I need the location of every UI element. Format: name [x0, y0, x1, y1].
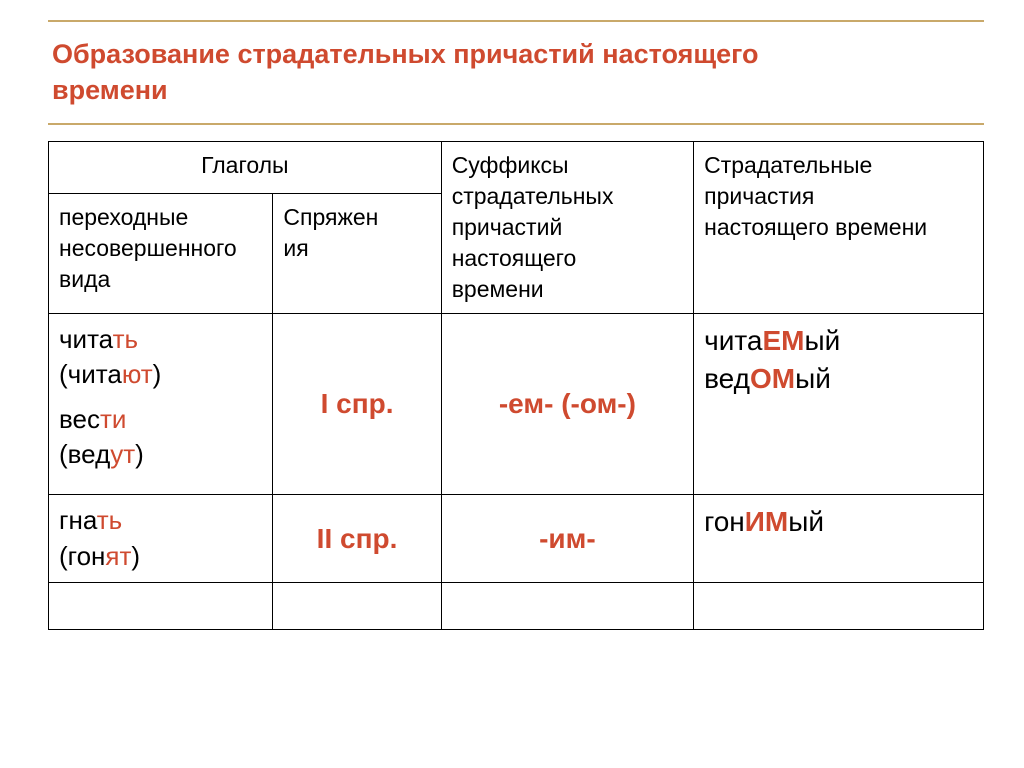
cell-verbs-1: читать (читают) вести (ведут) — [49, 314, 273, 495]
verb-form-pre: (гон — [59, 541, 105, 571]
header-suffix-l4: настоящего — [452, 245, 577, 271]
table-header-row-1: Глаголы Суффиксы страдательных причастий… — [49, 141, 984, 193]
example-pre: гон — [704, 506, 745, 537]
suffix-label: -им- — [539, 523, 596, 554]
table-row: гнать (гонят) II спр. -им- гонИМый — [49, 495, 984, 582]
title-line-1: Образование страдательных причастий наст… — [52, 39, 759, 69]
cell-conjugation-1: I спр. — [273, 314, 441, 495]
verb-form-post: ) — [135, 439, 144, 469]
header-verbs-sub1-l3: вида — [59, 266, 110, 292]
verb-form-post: ) — [131, 541, 140, 571]
empty-cell — [694, 582, 984, 629]
header-verbs-sub1-l2: несовершенного — [59, 235, 237, 261]
example-hl: ЕМ — [762, 325, 804, 356]
example-hl: ОМ — [750, 363, 795, 394]
verb-stem: чита — [59, 324, 113, 354]
title-line-2: времени — [52, 75, 168, 105]
verb-form-hl: ут — [110, 439, 135, 469]
header-verbs-sub1: переходные несовершенного вида — [49, 194, 273, 314]
cell-suffix-2: -им- — [441, 495, 693, 582]
verb-form-hl: ят — [105, 541, 131, 571]
verb-suffix-hl: ть — [113, 324, 138, 354]
page: Образование страдательных причастий наст… — [0, 0, 1024, 630]
example-post: ый — [804, 325, 840, 356]
example-pre: чита — [704, 325, 762, 356]
header-result-l2: причастия — [704, 183, 814, 209]
example-hl: ИМ — [745, 506, 788, 537]
suffix-label: -ем- (-ом-) — [499, 388, 636, 419]
header-result: Страдательные причастия настоящего време… — [694, 141, 984, 313]
header-verbs-sub2-l1: Спряжен — [283, 204, 378, 230]
header-suffix-l2: страдательных — [452, 183, 614, 209]
verb-suffix-hl: ти — [100, 404, 126, 434]
example-post: ый — [795, 363, 831, 394]
verb-form-hl: ют — [122, 359, 153, 389]
header-suffixes: Суффиксы страдательных причастий настоящ… — [441, 141, 693, 313]
header-suffix-l3: причастий — [452, 214, 563, 240]
header-verbs-sub2-l2: ия — [283, 235, 308, 261]
conjugation-label: I спр. — [321, 388, 394, 419]
cell-conjugation-2: II спр. — [273, 495, 441, 582]
table-row: читать (читают) вести (ведут) I спр. -ем… — [49, 314, 984, 495]
header-suffix-l1: Суффиксы — [452, 152, 569, 178]
verb-stem: гна — [59, 505, 97, 535]
verb-stem: вес — [59, 404, 100, 434]
cell-verbs-2: гнать (гонят) — [49, 495, 273, 582]
spacer — [59, 472, 262, 486]
verb-form-pre: (вед — [59, 439, 110, 469]
table-row-empty — [49, 582, 984, 629]
empty-cell — [273, 582, 441, 629]
header-verbs-sub2: Спряжен ия — [273, 194, 441, 314]
empty-cell — [49, 582, 273, 629]
conjugation-label: II спр. — [317, 523, 398, 554]
cell-suffix-1: -ем- (-ом-) — [441, 314, 693, 495]
empty-cell — [441, 582, 693, 629]
page-title: Образование страдательных причастий наст… — [52, 36, 980, 109]
cell-examples-1: читаЕМый ведОМый — [694, 314, 984, 495]
verb-suffix-hl: ть — [97, 505, 122, 535]
example-post: ый — [788, 506, 824, 537]
title-rule-box: Образование страдательных причастий наст… — [48, 20, 984, 125]
header-result-l3: настоящего времени — [704, 214, 927, 240]
header-result-l1: Страдательные — [704, 152, 872, 178]
header-suffix-l5: времени — [452, 276, 544, 302]
spacer — [59, 392, 262, 402]
cell-examples-2: гонИМый — [694, 495, 984, 582]
header-verbs-label: Глаголы — [201, 152, 289, 178]
header-verbs-sub1-l1: переходные — [59, 204, 188, 230]
verb-form-post: ) — [153, 359, 162, 389]
grammar-table: Глаголы Суффиксы страдательных причастий… — [48, 141, 984, 630]
verb-form-pre: (чита — [59, 359, 122, 389]
example-pre: вед — [704, 363, 750, 394]
header-verbs: Глаголы — [49, 141, 442, 193]
